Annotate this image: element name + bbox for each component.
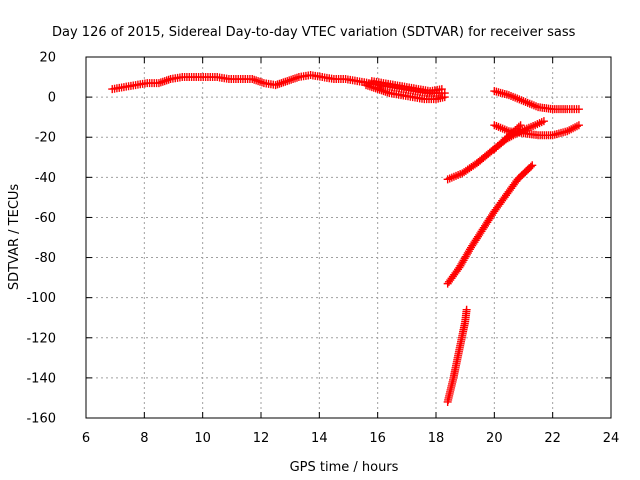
x-tick-label: 18 [428, 431, 445, 446]
data-series [362, 81, 449, 104]
y-tick-label: -20 [35, 131, 56, 146]
x-tick-label: 8 [140, 431, 148, 446]
data-marker-trace [129, 81, 138, 90]
data-marker-trace [117, 83, 126, 92]
grid [86, 57, 611, 418]
y-tick-label: -60 [35, 211, 56, 226]
x-tick-label: 12 [253, 431, 270, 446]
y-tick-label: -80 [35, 251, 56, 266]
x-tick-label: 24 [603, 431, 620, 446]
chart-title: Day 126 of 2015, Sidereal Day-to-day VTE… [52, 25, 576, 40]
data-marker-trace [377, 78, 386, 87]
y-tick-label: -100 [26, 291, 56, 306]
x-tick-label: 14 [311, 431, 328, 446]
data-series [443, 305, 471, 406]
data-marker-trace [511, 178, 520, 187]
plot-frame [85, 56, 612, 419]
data-series [490, 87, 583, 114]
data-marker-trace [438, 93, 447, 102]
x-tick-label: 22 [544, 431, 561, 446]
data-marker-trace [449, 375, 458, 384]
data-marker-trace [435, 85, 444, 94]
data-marker-trace [499, 194, 508, 203]
y-tick-label: -140 [26, 371, 56, 386]
data-marker-trace [572, 105, 581, 114]
data-marker-trace [517, 96, 526, 105]
x-tick-label: 10 [194, 431, 211, 446]
data-marker-trace [476, 229, 485, 238]
data-marker-trace [457, 333, 466, 342]
data-marker-trace [462, 307, 471, 316]
data-marker-trace [164, 75, 173, 84]
data-layer [108, 71, 583, 406]
data-marker-trace [350, 76, 359, 85]
data-marker-trace [452, 361, 460, 370]
data-marker-trace [394, 90, 403, 99]
data-marker-trace [469, 161, 478, 170]
data-series [367, 77, 446, 96]
data-marker-trace [526, 162, 535, 171]
data-marker-trace [525, 164, 534, 173]
data-marker-trace [257, 78, 266, 87]
y-tick-label: 20 [39, 51, 56, 66]
data-marker-trace [502, 90, 511, 99]
data-marker-trace [446, 387, 455, 396]
y-tick-label: -120 [26, 331, 56, 346]
data-marker-trace [561, 127, 570, 136]
data-marker-trace [529, 122, 538, 131]
data-marker-trace [514, 122, 523, 131]
ticks: 6 8 10 12 14 16 18 20 22 24 20 0 -20 -40 -60 -80 -100 -12… [26, 51, 619, 447]
data-series [490, 121, 583, 140]
y-tick-label: -40 [35, 171, 56, 186]
data-marker-trace [388, 80, 397, 89]
data-marker-trace [484, 149, 493, 158]
data-marker-trace [572, 122, 581, 131]
data-marker-trace [495, 140, 504, 149]
x-tick-label: 16 [369, 431, 386, 446]
y-tick-label: 0 [48, 91, 56, 106]
data-marker-trace [406, 92, 415, 101]
y-axis-label: SDTVAR / TECUs [7, 184, 22, 291]
data-marker-trace [315, 72, 324, 81]
x-tick-label: 6 [82, 431, 90, 446]
y-tick-label: -160 [26, 412, 56, 427]
data-marker-trace [371, 84, 380, 93]
data-marker-trace [292, 73, 301, 82]
data-marker-trace [281, 77, 290, 86]
data-marker-trace [452, 267, 461, 276]
x-tick-label: 20 [486, 431, 503, 446]
data-marker-trace [383, 88, 392, 97]
data-marker-trace [454, 347, 463, 356]
data-marker-trace [532, 102, 540, 111]
x-axis-label: GPS time / hours [290, 460, 399, 475]
data-marker-trace [513, 124, 522, 133]
data-marker-trace [488, 211, 496, 220]
data-marker-trace [504, 132, 513, 141]
data-marker-trace [464, 247, 473, 256]
data-series [490, 121, 525, 154]
data-marker-trace [400, 82, 409, 91]
data-marker-trace [502, 126, 511, 135]
data-series [443, 161, 537, 288]
data-marker-trace [412, 84, 421, 93]
data-marker-trace [537, 118, 546, 127]
data-marker-trace [571, 123, 580, 132]
